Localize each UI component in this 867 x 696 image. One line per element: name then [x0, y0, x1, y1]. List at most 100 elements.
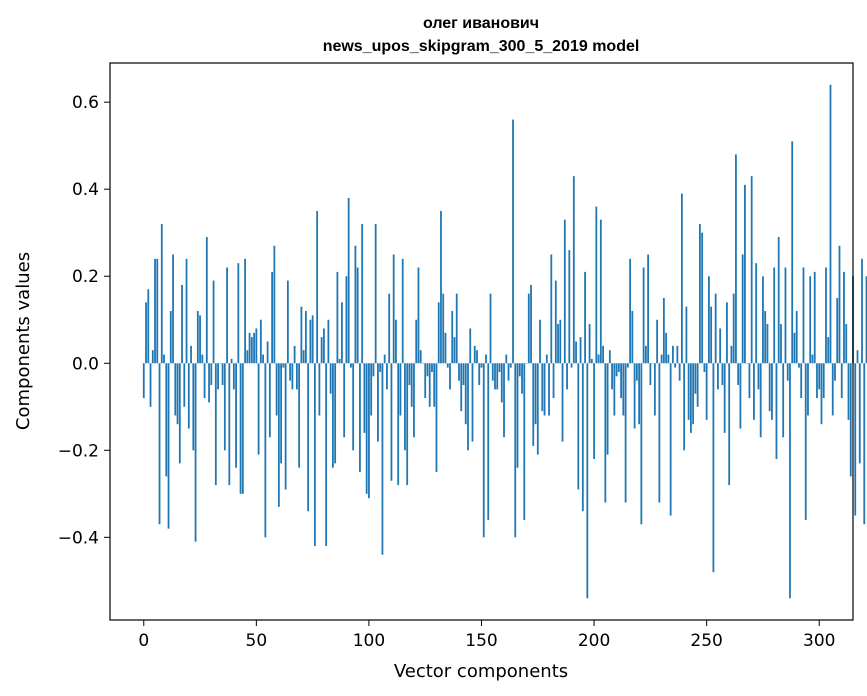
bar — [386, 363, 388, 390]
bar — [649, 363, 652, 386]
bar — [250, 337, 253, 364]
bar — [588, 324, 591, 364]
bar — [482, 363, 485, 538]
bar — [759, 363, 762, 438]
bar — [354, 245, 357, 364]
bar — [829, 84, 832, 364]
y-tick-label: −0.4 — [58, 528, 99, 548]
plot-frame — [109, 62, 854, 621]
bar — [440, 210, 442, 364]
bar — [307, 363, 310, 512]
bar — [226, 267, 228, 364]
bar — [239, 363, 242, 494]
bar — [680, 193, 683, 364]
bar — [638, 363, 641, 425]
bar — [545, 354, 548, 364]
bar — [145, 302, 147, 364]
bar — [149, 363, 152, 407]
bar — [626, 363, 629, 368]
bar — [424, 363, 427, 399]
bar — [728, 363, 731, 486]
bar — [169, 311, 172, 364]
bar — [753, 363, 755, 420]
bar — [590, 358, 593, 364]
x-tick-label: 0 — [138, 631, 149, 651]
bar — [404, 363, 406, 451]
bar — [847, 363, 850, 420]
bar — [642, 267, 645, 364]
bar — [667, 354, 670, 364]
bar — [185, 258, 188, 364]
bar — [665, 332, 668, 364]
bar — [327, 319, 330, 364]
bar — [705, 363, 708, 420]
bar — [455, 293, 458, 364]
bar — [494, 363, 496, 390]
bar — [683, 363, 686, 451]
bar — [714, 293, 717, 364]
bar — [766, 324, 769, 364]
bar — [282, 363, 285, 368]
bar — [165, 363, 168, 477]
bar — [775, 363, 778, 459]
bar — [433, 363, 436, 407]
bar — [548, 363, 550, 416]
bar — [755, 263, 758, 364]
bar — [854, 363, 857, 516]
bar — [480, 363, 483, 368]
bar — [816, 363, 818, 399]
bar — [214, 363, 217, 486]
bar — [174, 363, 177, 416]
bar — [262, 354, 264, 364]
bar — [235, 363, 237, 468]
bar — [181, 284, 183, 364]
bar — [687, 363, 690, 420]
bar — [856, 350, 859, 364]
bar — [845, 324, 848, 364]
bar — [460, 363, 463, 412]
bar — [313, 363, 316, 547]
bar — [543, 363, 546, 416]
x-tick-label: 150 — [465, 631, 497, 651]
bar — [552, 363, 555, 399]
bar — [586, 363, 589, 599]
bar — [248, 332, 251, 364]
bar — [491, 363, 494, 381]
bar — [559, 319, 562, 364]
bar — [811, 354, 814, 364]
bar — [401, 258, 404, 364]
bar — [471, 363, 474, 442]
bar — [584, 271, 586, 364]
bar — [615, 363, 618, 377]
bar — [268, 363, 271, 438]
bar — [190, 345, 192, 364]
bar — [606, 363, 609, 455]
bar — [660, 354, 663, 364]
bar — [325, 363, 328, 547]
bar — [523, 363, 526, 520]
bar — [861, 258, 863, 364]
bar — [271, 271, 274, 364]
bar — [703, 363, 706, 372]
bar — [304, 311, 307, 364]
bar — [658, 363, 661, 503]
bar — [750, 176, 753, 364]
bar — [158, 363, 161, 525]
y-tick-label: 0.0 — [72, 354, 99, 374]
bar — [415, 319, 418, 364]
bar — [487, 363, 490, 520]
bar — [377, 363, 379, 442]
bar — [514, 363, 517, 538]
bar — [505, 354, 508, 364]
bar — [674, 363, 677, 368]
bar — [539, 319, 541, 364]
bar — [640, 363, 643, 525]
bar — [345, 276, 348, 364]
bar — [302, 350, 305, 364]
bar — [791, 141, 794, 364]
bar — [408, 363, 411, 386]
bar — [570, 363, 573, 368]
bar — [449, 363, 451, 390]
bar — [374, 224, 377, 364]
bar — [694, 363, 697, 394]
